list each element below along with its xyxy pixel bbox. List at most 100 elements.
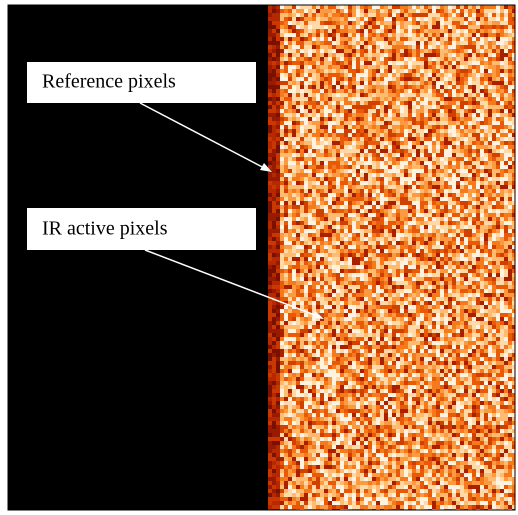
- pixel: [508, 237, 512, 241]
- pixel: [432, 121, 436, 125]
- pixel: [324, 41, 328, 45]
- pixel: [500, 125, 504, 129]
- pixel: [396, 41, 400, 45]
- pixel: [388, 29, 392, 33]
- pixel: [396, 233, 400, 237]
- pixel: [324, 325, 328, 329]
- pixel: [336, 33, 340, 37]
- pixel: [472, 241, 476, 245]
- pixel: [348, 145, 352, 149]
- pixel: [284, 113, 288, 117]
- pixel: [296, 165, 300, 169]
- pixel: [424, 181, 428, 185]
- pixel: [452, 209, 456, 213]
- pixel: [332, 201, 336, 205]
- pixel: [296, 97, 300, 101]
- pixel: [296, 313, 300, 317]
- pixel: [352, 241, 356, 245]
- pixel: [276, 21, 280, 25]
- pixel: [500, 321, 504, 325]
- pixel: [288, 229, 292, 233]
- pixel: [460, 185, 464, 189]
- pixel: [336, 185, 340, 189]
- pixel: [428, 217, 432, 221]
- pixel: [292, 121, 296, 125]
- pixel: [268, 253, 272, 257]
- pixel: [428, 201, 432, 205]
- pixel: [396, 297, 400, 301]
- pixel: [460, 153, 464, 157]
- pixel: [444, 261, 448, 265]
- pixel: [396, 141, 400, 145]
- pixel: [448, 149, 452, 153]
- pixel: [452, 113, 456, 117]
- pixel: [484, 141, 488, 145]
- pixel: [300, 193, 304, 197]
- pixel: [360, 305, 364, 309]
- pixel: [400, 181, 404, 185]
- pixel: [424, 217, 428, 221]
- pixel: [340, 149, 344, 153]
- pixel: [448, 193, 452, 197]
- pixel: [508, 189, 512, 193]
- pixel: [308, 193, 312, 197]
- pixel: [508, 273, 512, 277]
- pixel: [292, 25, 296, 29]
- pixel: [504, 81, 508, 85]
- pixel: [460, 37, 464, 41]
- pixel: [336, 289, 340, 293]
- pixel: [276, 205, 280, 209]
- pixel: [320, 21, 324, 25]
- pixel: [388, 185, 392, 189]
- pixel: [316, 29, 320, 33]
- pixel: [484, 133, 488, 137]
- pixel: [384, 113, 388, 117]
- pixel: [472, 125, 476, 129]
- pixel: [448, 21, 452, 25]
- pixel: [336, 321, 340, 325]
- pixel: [440, 253, 444, 257]
- pixel: [444, 13, 448, 17]
- pixel: [304, 93, 308, 97]
- pixel: [428, 25, 432, 29]
- pixel: [396, 209, 400, 213]
- pixel: [488, 9, 492, 13]
- pixel: [392, 229, 396, 233]
- pixel: [412, 233, 416, 237]
- pixel: [308, 201, 312, 205]
- pixel: [372, 33, 376, 37]
- pixel: [400, 89, 404, 93]
- pixel: [360, 97, 364, 101]
- pixel: [336, 161, 340, 165]
- pixel: [452, 321, 456, 325]
- pixel: [312, 81, 316, 85]
- pixel: [388, 141, 392, 145]
- pixel: [396, 161, 400, 165]
- pixel: [500, 257, 504, 261]
- pixel: [388, 173, 392, 177]
- pixel: [440, 157, 444, 161]
- pixel: [272, 149, 276, 153]
- pixel: [304, 305, 308, 309]
- pixel: [328, 93, 332, 97]
- pixel: [504, 133, 508, 137]
- pixel: [356, 161, 360, 165]
- pixel: [440, 273, 444, 277]
- pixel: [428, 73, 432, 77]
- pixel: [416, 261, 420, 265]
- pixel: [464, 177, 468, 181]
- pixel: [484, 145, 488, 149]
- pixel: [412, 237, 416, 241]
- pixel: [336, 253, 340, 257]
- pixel: [492, 205, 496, 209]
- pixel: [304, 245, 308, 249]
- pixel: [392, 21, 396, 25]
- pixel: [372, 101, 376, 105]
- pixel: [500, 21, 504, 25]
- pixel: [460, 21, 464, 25]
- pixel: [472, 133, 476, 137]
- pixel: [484, 45, 488, 49]
- pixel: [328, 81, 332, 85]
- pixel: [460, 121, 464, 125]
- pixel: [428, 189, 432, 193]
